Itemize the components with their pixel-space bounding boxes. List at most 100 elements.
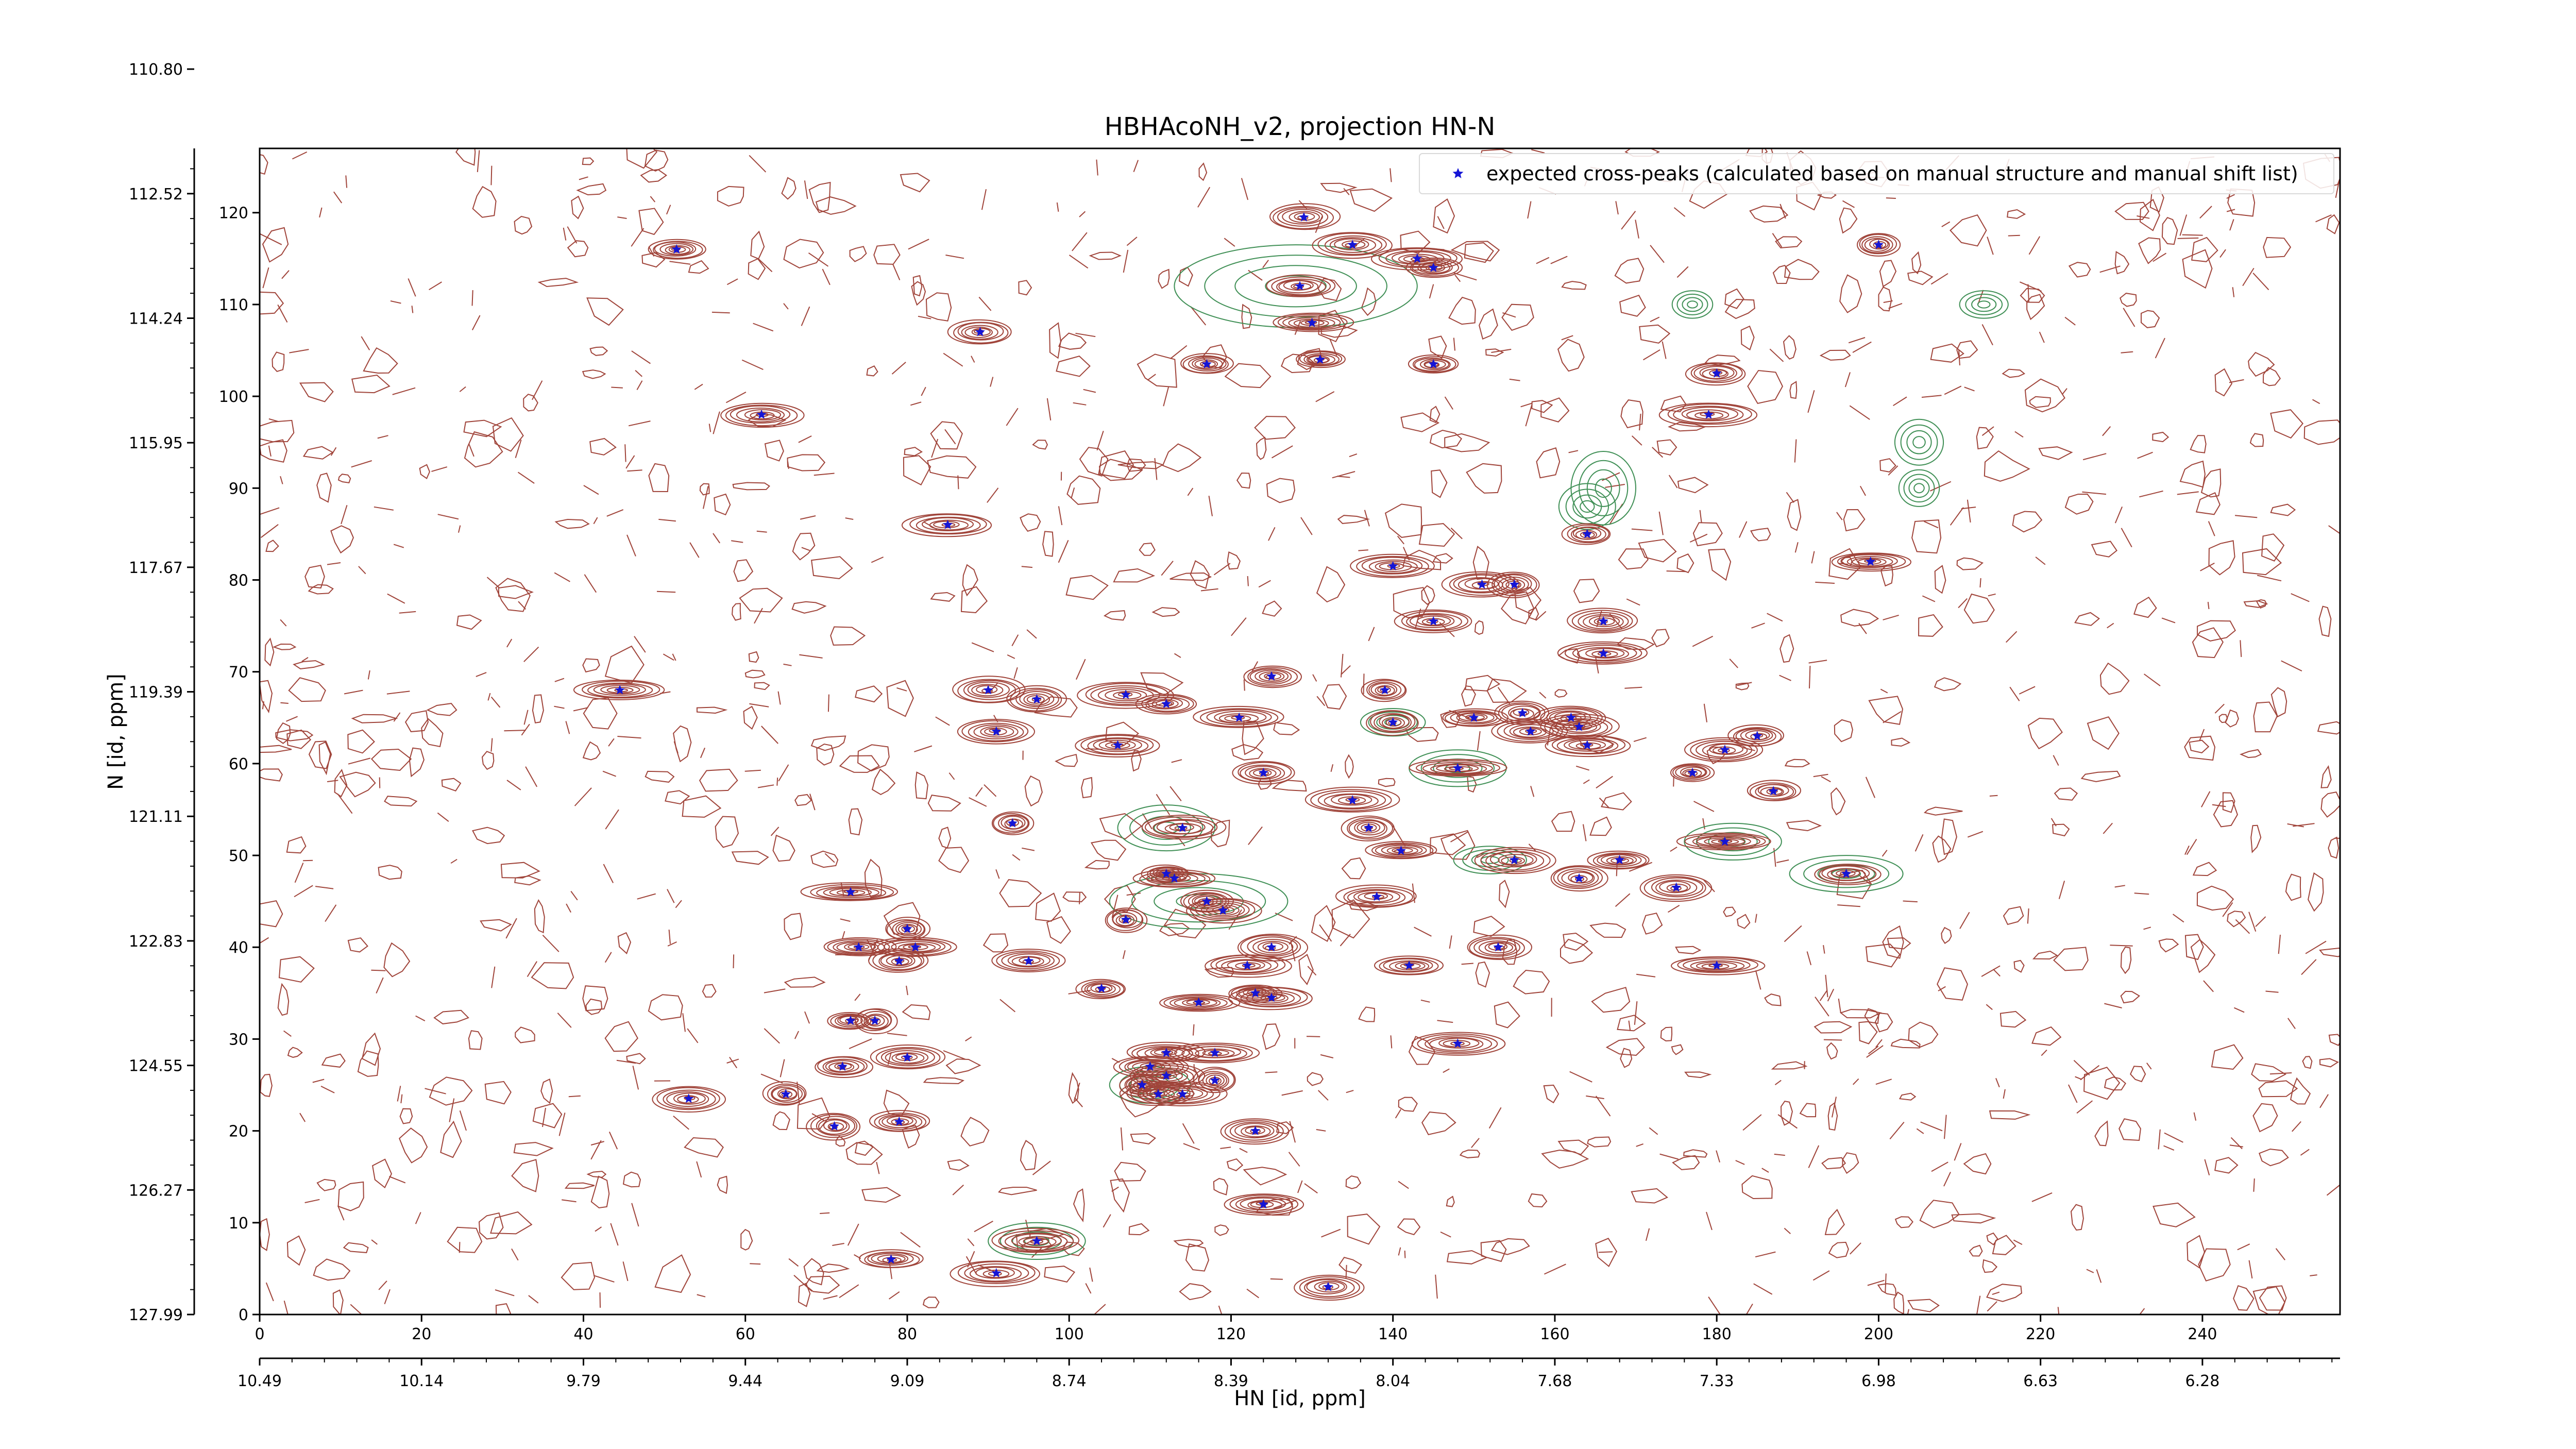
expected-cross-peak-marker[interactable] [1598, 616, 1608, 626]
expected-cross-peak-marker[interactable] [1250, 1125, 1261, 1135]
expected-cross-peak-marker[interactable] [1768, 786, 1778, 796]
plot-area[interactable] [247, 139, 2347, 1328]
expected-cross-peak-marker[interactable] [1396, 846, 1406, 855]
expected-cross-peak-marker[interactable] [615, 685, 625, 695]
expected-cross-peak-marker[interactable] [1428, 359, 1438, 368]
expected-cross-peak-marker[interactable] [1428, 616, 1438, 626]
expected-cross-peak-marker[interactable] [781, 1089, 791, 1099]
expected-cross-peak-marker[interactable] [1526, 726, 1536, 736]
expected-cross-peak-marker[interactable] [1024, 956, 1034, 966]
expected-cross-peak-marker[interactable] [1323, 1282, 1333, 1291]
expected-cross-peak-marker[interactable] [1177, 822, 1188, 832]
expected-cross-peak-marker[interactable] [1452, 763, 1463, 772]
expected-cross-peak-marker[interactable] [845, 887, 856, 897]
expected-cross-peak-marker[interactable] [1161, 699, 1172, 709]
expected-cross-peak-marker[interactable] [991, 1268, 1002, 1277]
expected-cross-peak-marker[interactable] [1477, 579, 1487, 589]
expected-cross-peak-marker[interactable] [1582, 740, 1592, 750]
expected-cross-peak-marker[interactable] [894, 956, 904, 966]
expected-cross-peak-marker[interactable] [1218, 905, 1228, 915]
expected-cross-peak-marker[interactable] [1258, 767, 1268, 777]
expected-cross-peak-marker[interactable] [1266, 992, 1277, 1002]
expected-cross-peak-marker[interactable] [1615, 855, 1625, 865]
expected-cross-peak-marker[interactable] [1428, 262, 1438, 272]
expected-cross-peak-marker[interactable] [1873, 240, 1884, 249]
expected-cross-peak-marker[interactable] [1258, 1199, 1268, 1209]
expected-cross-peak-marker[interactable] [910, 942, 921, 952]
expected-cross-peak-marker[interactable] [1121, 689, 1131, 699]
expected-cross-peak-marker[interactable] [1161, 868, 1172, 878]
expected-cross-peak-marker[interactable] [1266, 671, 1277, 681]
expected-cross-peak-marker[interactable] [870, 1015, 880, 1025]
expected-cross-peak-marker[interactable] [1161, 1048, 1172, 1057]
expected-cross-peak-marker[interactable] [1234, 712, 1244, 722]
expected-cross-peak-marker[interactable] [1752, 731, 1762, 740]
expected-cross-peak-marker[interactable] [1687, 767, 1698, 777]
expected-cross-peak-marker[interactable] [756, 409, 767, 419]
expected-cross-peak-marker[interactable] [1452, 1038, 1463, 1048]
expected-cross-peak-marker[interactable] [975, 327, 985, 336]
expected-cross-peak-marker[interactable] [943, 519, 953, 529]
expected-cross-peak-marker[interactable] [1266, 942, 1277, 952]
expected-cross-peak-marker[interactable] [1566, 712, 1576, 722]
expected-cross-peak-marker[interactable] [1582, 529, 1592, 538]
expected-cross-peak-marker[interactable] [1250, 988, 1261, 998]
expected-cross-peak-marker[interactable] [1096, 983, 1107, 993]
expected-cross-peak-marker[interactable] [1866, 556, 1876, 566]
expected-cross-peak-marker[interactable] [894, 1116, 904, 1126]
expected-cross-peak-marker[interactable] [1347, 240, 1358, 249]
expected-cross-peak-marker[interactable] [1371, 891, 1382, 901]
expected-cross-peak-marker[interactable] [1598, 648, 1608, 658]
expected-cross-peak-marker[interactable] [1380, 685, 1390, 695]
expected-cross-peak-marker[interactable] [1031, 1236, 1042, 1245]
expected-cross-peak-marker[interactable] [991, 726, 1002, 736]
expected-cross-peak-marker[interactable] [902, 1052, 912, 1062]
expected-cross-peak-marker[interactable] [1031, 694, 1042, 704]
expected-cross-peak-marker[interactable] [1113, 740, 1123, 750]
expected-cross-peak-marker[interactable] [1711, 368, 1722, 378]
expected-cross-peak-marker[interactable] [1307, 317, 1317, 327]
expected-cross-peak-marker[interactable] [684, 1093, 694, 1103]
expected-cross-peak-marker[interactable] [1137, 1080, 1147, 1089]
expected-cross-peak-marker[interactable] [1388, 717, 1398, 727]
expected-cross-peak-marker[interactable] [1841, 868, 1852, 878]
expected-cross-peak-marker[interactable] [1161, 1070, 1172, 1080]
expected-cross-peak-marker[interactable] [1574, 721, 1584, 731]
expected-cross-peak-marker[interactable] [1007, 818, 1018, 828]
expected-cross-peak-marker[interactable] [1703, 409, 1714, 419]
expected-cross-peak-marker[interactable] [1388, 561, 1398, 570]
expected-cross-peak-marker[interactable] [1315, 354, 1325, 364]
expected-cross-peak-marker[interactable] [902, 923, 912, 933]
expected-cross-peak-marker[interactable] [1121, 914, 1131, 924]
expected-cross-peak-marker[interactable] [1720, 745, 1730, 754]
expected-cross-peak-marker[interactable] [1671, 882, 1682, 892]
expected-cross-peak-marker[interactable] [1153, 1089, 1163, 1099]
expected-cross-peak-marker[interactable] [1295, 281, 1305, 291]
expected-cross-peak-marker[interactable] [837, 1061, 848, 1071]
expected-cross-peak-marker[interactable] [1412, 253, 1422, 263]
expected-cross-peak-marker[interactable] [886, 1254, 896, 1264]
expected-cross-peak-marker[interactable] [671, 244, 682, 254]
expected-cross-peak-marker[interactable] [1720, 836, 1730, 846]
expected-cross-peak-marker[interactable] [1517, 707, 1528, 717]
expected-cross-peak-marker[interactable] [1509, 579, 1519, 589]
expected-cross-peak-marker[interactable] [1170, 873, 1179, 883]
expected-cross-peak-marker[interactable] [1177, 1089, 1188, 1099]
expected-cross-peak-marker[interactable] [854, 942, 864, 952]
expected-cross-peak-marker[interactable] [1364, 822, 1374, 832]
expected-cross-peak-marker[interactable] [1194, 997, 1204, 1007]
expected-cross-peak-marker[interactable] [1493, 942, 1503, 952]
expected-cross-peak-marker[interactable] [1201, 896, 1212, 906]
expected-cross-peak-marker[interactable] [845, 1015, 856, 1025]
expected-cross-peak-marker[interactable] [1299, 212, 1309, 222]
expected-cross-peak-marker[interactable] [1509, 855, 1519, 865]
expected-cross-peak-marker[interactable] [1469, 712, 1479, 722]
expected-cross-peak-marker[interactable] [1210, 1075, 1220, 1085]
expected-cross-peak-marker[interactable] [1347, 795, 1358, 805]
expected-cross-peak-marker[interactable] [1210, 1048, 1220, 1057]
expected-cross-peak-marker[interactable] [1242, 960, 1252, 970]
expected-cross-peak-marker[interactable] [1404, 960, 1414, 970]
expected-cross-peak-marker[interactable] [829, 1121, 840, 1131]
expected-cross-peak-marker[interactable] [1574, 873, 1584, 883]
expected-cross-peak-marker[interactable] [1145, 1061, 1155, 1071]
